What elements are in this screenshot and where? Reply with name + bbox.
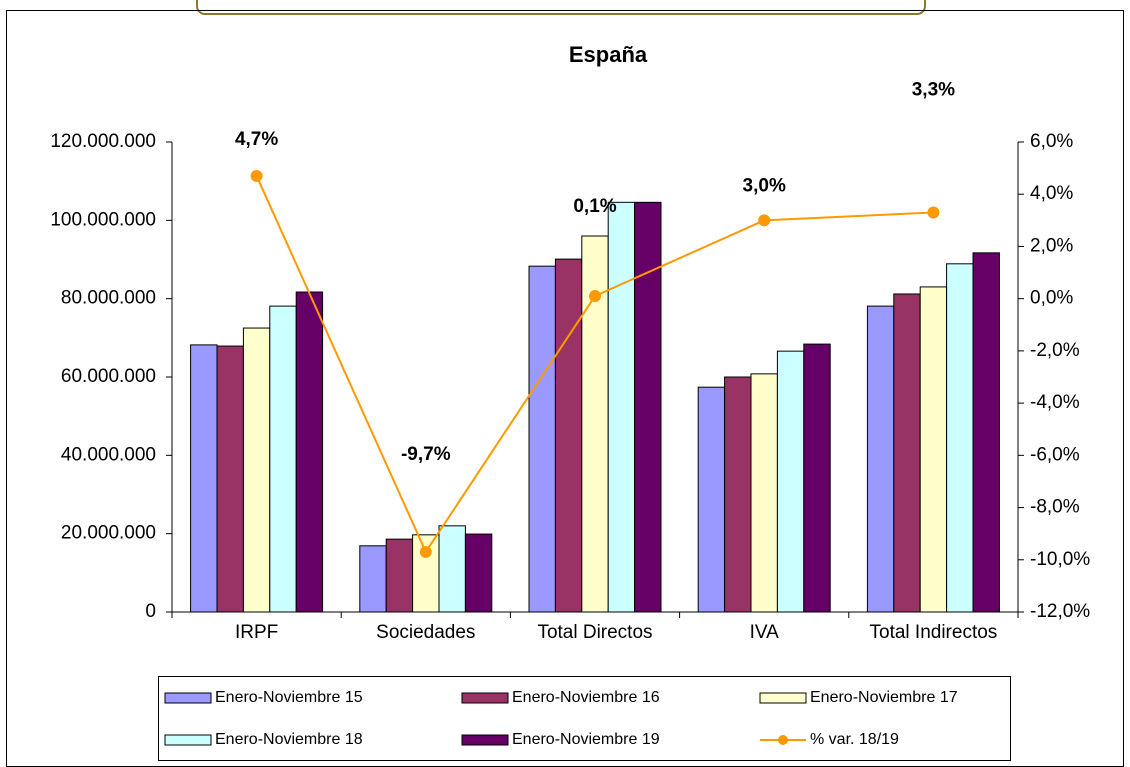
bar bbox=[750, 373, 778, 613]
legend-label: Enero-Noviembre 15 bbox=[215, 689, 363, 706]
x-tick-label: Sociedades bbox=[376, 622, 475, 643]
line-point bbox=[589, 290, 601, 303]
legend-label: % var. 18/19 bbox=[810, 731, 899, 748]
y-tick-label: 100.000.000 bbox=[50, 209, 156, 230]
bar bbox=[359, 545, 387, 613]
bar bbox=[946, 263, 974, 613]
line-point bbox=[758, 214, 771, 227]
bar bbox=[919, 286, 948, 613]
y2-tick-label: -12,0% bbox=[1030, 601, 1090, 622]
y-tick-label: 120.000.000 bbox=[50, 131, 156, 152]
legend-label: Enero-Noviembre 16 bbox=[512, 689, 660, 706]
line-point bbox=[927, 206, 940, 219]
bar bbox=[697, 386, 726, 613]
y2-tick-label: 4,0% bbox=[1030, 183, 1073, 204]
legend-label: Enero-Noviembre 18 bbox=[215, 731, 363, 748]
x-tick-label: Total Directos bbox=[537, 622, 652, 643]
x-tick-label: Total Indirectos bbox=[870, 622, 998, 643]
legend bbox=[158, 676, 1011, 761]
legend-swatch bbox=[461, 692, 509, 704]
legend-label: Enero-Noviembre 17 bbox=[810, 689, 958, 706]
y2-tick-label: 2,0% bbox=[1030, 235, 1073, 256]
y2-tick-label: -4,0% bbox=[1030, 392, 1080, 413]
x-tick-label: IRPF bbox=[235, 622, 278, 643]
bar bbox=[972, 252, 1000, 613]
line-point bbox=[419, 545, 432, 558]
legend-swatch bbox=[164, 734, 212, 746]
data-label: 4,7% bbox=[235, 129, 278, 150]
bar bbox=[385, 538, 414, 613]
bar bbox=[438, 525, 466, 613]
y-tick-label: 60.000.000 bbox=[61, 366, 156, 387]
legend-swatch bbox=[461, 734, 509, 746]
bar bbox=[190, 344, 218, 613]
top-tab bbox=[196, 0, 926, 15]
y-tick-label: 20.000.000 bbox=[61, 523, 156, 544]
chart-title: España bbox=[569, 42, 648, 67]
data-label: 0,1% bbox=[573, 196, 616, 217]
bar bbox=[893, 293, 921, 613]
bar bbox=[528, 265, 556, 613]
bar bbox=[776, 350, 805, 613]
bar bbox=[554, 258, 583, 613]
bar bbox=[866, 305, 895, 613]
bar bbox=[216, 345, 244, 613]
bar bbox=[724, 376, 752, 613]
y2-tick-label: 0,0% bbox=[1030, 288, 1073, 309]
legend-swatch bbox=[164, 692, 212, 704]
y-tick-label: 0 bbox=[145, 601, 156, 622]
data-label: 3,0% bbox=[743, 175, 786, 196]
y-tick-label: 40.000.000 bbox=[61, 444, 156, 465]
x-tick-label: IVA bbox=[750, 622, 780, 643]
data-label: 3,3% bbox=[912, 80, 955, 101]
bar bbox=[464, 533, 493, 613]
legend-label: Enero-Noviembre 19 bbox=[512, 731, 660, 748]
bar bbox=[269, 305, 297, 613]
data-label: -9,7% bbox=[401, 444, 451, 465]
bar bbox=[607, 201, 636, 613]
legend-swatch bbox=[759, 692, 807, 704]
y2-tick-label: 6,0% bbox=[1030, 131, 1073, 152]
y2-tick-label: -8,0% bbox=[1030, 497, 1080, 518]
bar bbox=[803, 343, 831, 613]
y2-tick-label: -2,0% bbox=[1030, 340, 1080, 361]
bar bbox=[295, 291, 324, 613]
legend-marker bbox=[778, 735, 788, 745]
y2-tick-label: -6,0% bbox=[1030, 444, 1080, 465]
line-point bbox=[250, 169, 263, 182]
y2-tick-label: -10,0% bbox=[1030, 549, 1090, 570]
bar bbox=[242, 327, 271, 613]
y-tick-label: 80.000.000 bbox=[61, 288, 156, 309]
bar bbox=[634, 201, 662, 613]
